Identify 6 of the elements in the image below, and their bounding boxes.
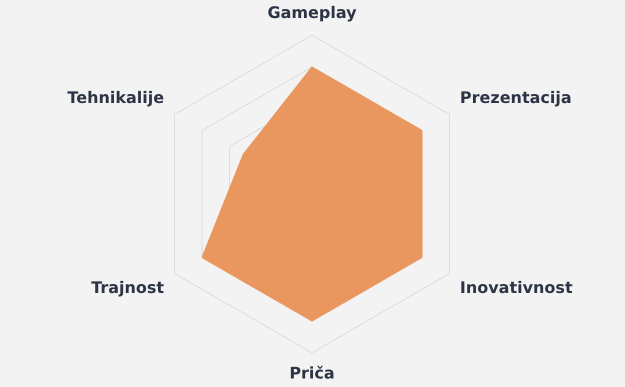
spoke-label: Gameplay [267, 2, 358, 22]
spoke-label: Tehnikalije [67, 88, 164, 108]
spoke-label: Prezentacija [460, 88, 572, 108]
spoke-label: Trajnost [91, 278, 164, 298]
spoke-label: Priča [289, 364, 335, 383]
spoke-label: Inovativnost [460, 278, 573, 298]
